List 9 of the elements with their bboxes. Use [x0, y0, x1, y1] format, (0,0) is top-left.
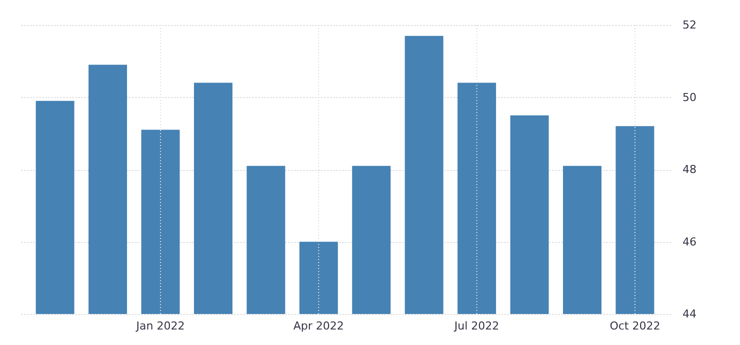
y-tick-label: 50: [682, 90, 696, 104]
y-tick-label: 44: [682, 308, 696, 320]
x-tick-label: Jul 2022: [453, 320, 500, 332]
y-tick-label: 52: [682, 18, 696, 32]
y-tick-label: 48: [682, 163, 696, 176]
x-tick-label: Oct 2022: [610, 320, 660, 332]
x-tick-label: Apr 2022: [293, 320, 344, 332]
x-tick-label: Jan 2022: [135, 320, 185, 332]
y-tick-label: 46: [682, 235, 696, 248]
